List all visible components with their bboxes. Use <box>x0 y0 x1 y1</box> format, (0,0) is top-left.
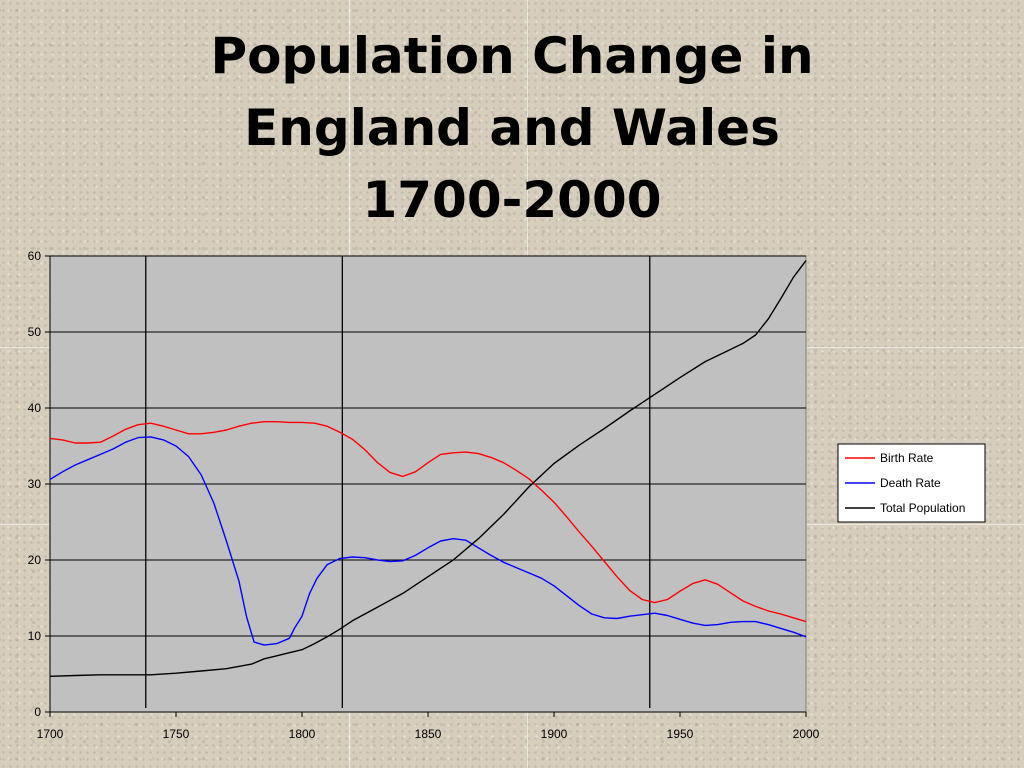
x-tick-label: 1950 <box>667 727 694 741</box>
slide-title-line-1: Population Change in <box>210 27 814 85</box>
slide-title-line-2: England and Wales <box>244 99 780 157</box>
x-tick-label: 1900 <box>541 727 568 741</box>
series-line-total-population <box>49 260 807 677</box>
y-tick-label: 60 <box>28 249 42 263</box>
y-tick-label: 0 <box>34 705 41 719</box>
y-tick-label: 40 <box>28 401 42 415</box>
legend-label: Death Rate <box>880 476 941 490</box>
slide-title: Population Change in England and Wales 1… <box>0 20 1024 236</box>
legend-label: Total Population <box>880 501 965 515</box>
y-tick-label: 20 <box>28 553 42 567</box>
x-tick-label: 1800 <box>289 727 316 741</box>
x-tick-label: 1750 <box>163 727 190 741</box>
y-tick-label: 10 <box>28 629 42 643</box>
legend <box>837 443 986 523</box>
x-tick-label: 1850 <box>415 727 442 741</box>
x-tick-label: 1700 <box>37 727 64 741</box>
series-line-birth-rate <box>49 421 807 623</box>
slide-title-line-3: 1700-2000 <box>362 171 662 229</box>
y-tick-label: 30 <box>28 477 42 491</box>
legend-label: Birth Rate <box>880 451 934 465</box>
series-line-death-rate <box>49 436 807 646</box>
x-tick-label: 2000 <box>793 727 820 741</box>
y-tick-label: 50 <box>28 325 42 339</box>
